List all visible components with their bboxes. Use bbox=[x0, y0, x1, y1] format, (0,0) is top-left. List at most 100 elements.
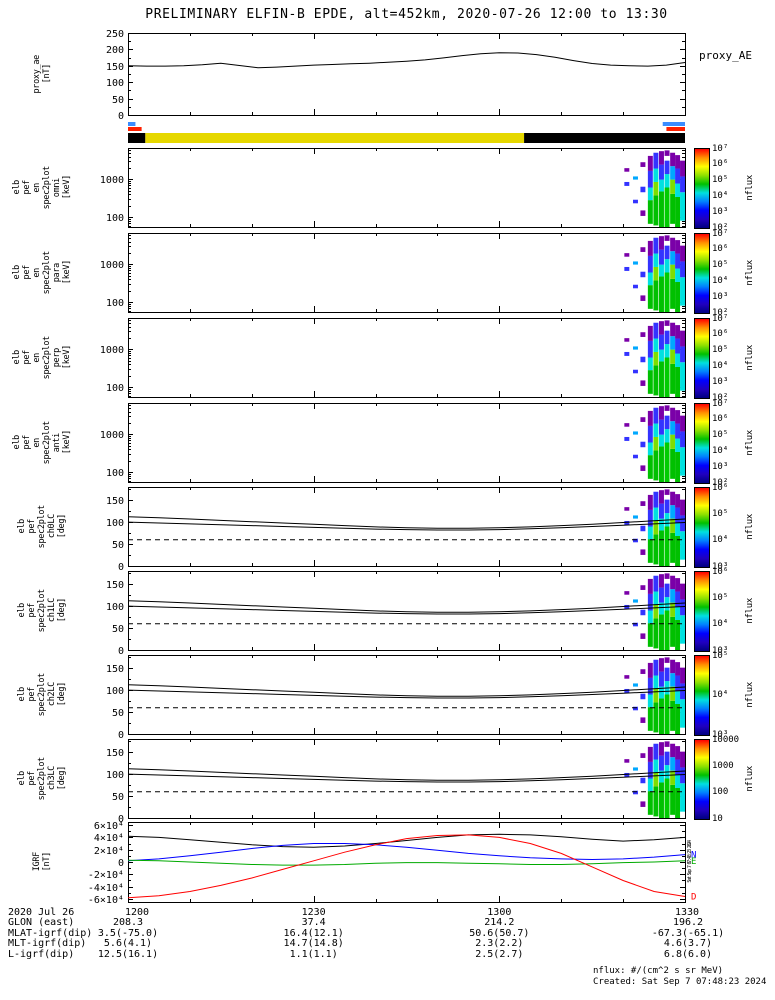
series-loss-cone-line bbox=[127, 684, 686, 697]
spectrogram-data bbox=[680, 330, 685, 347]
spectrogram-data bbox=[647, 746, 653, 762]
spectrogram-data bbox=[659, 602, 664, 615]
spectrogram-data bbox=[640, 609, 646, 616]
spectrogram-data bbox=[624, 520, 630, 525]
spectrogram-data bbox=[659, 671, 664, 687]
spectrogram-data bbox=[659, 518, 664, 531]
spectrogram-data bbox=[670, 363, 676, 394]
spectrogram-data bbox=[640, 332, 646, 337]
y-tick-label: 50 bbox=[112, 95, 124, 106]
spectrogram-data bbox=[664, 741, 670, 747]
spectrogram-data bbox=[675, 438, 681, 452]
ephemeris-value: 12.5(16.1) bbox=[97, 948, 159, 960]
y-tick-label: 100 bbox=[106, 78, 124, 89]
y-tick-label: -2×10⁴ bbox=[88, 870, 124, 881]
side-created-timestamp: Sat Sep 7 07:48:23 2024 bbox=[686, 822, 694, 902]
nflux-units-note: nflux: #/(cm^2 s sr MeV) bbox=[593, 966, 724, 976]
spectrogram-data bbox=[640, 441, 646, 448]
colorbar-title-ch3LC: nflux bbox=[744, 739, 756, 818]
spectrogram-data bbox=[680, 447, 685, 476]
spectrogram-data bbox=[664, 429, 670, 443]
spectrogram-data bbox=[675, 494, 681, 508]
spectrogram-data bbox=[653, 168, 659, 182]
spectrogram-data bbox=[659, 742, 664, 756]
panel-frame-ch1LC bbox=[128, 571, 686, 651]
colorbar-title-ch0LC: nflux bbox=[744, 487, 756, 566]
colorbar-en_omni bbox=[694, 148, 710, 229]
side-created-timestamp-text: Sat Sep 7 07:48:23 2024 bbox=[687, 841, 693, 883]
spectrogram-data bbox=[675, 268, 681, 282]
spectrogram-data bbox=[664, 357, 670, 397]
y-axis-label-line: pef bbox=[22, 435, 32, 450]
spectrogram-data bbox=[680, 261, 685, 278]
colorbar-tick-label: 10⁴ bbox=[712, 690, 729, 700]
spectrogram-data bbox=[680, 515, 685, 532]
y-axis-label-line: pef bbox=[27, 519, 37, 534]
y-axis-label-line: proxy_ae bbox=[32, 54, 42, 94]
spectrogram-data bbox=[659, 490, 664, 504]
spectrogram-data bbox=[675, 787, 681, 818]
spectrogram-data bbox=[680, 767, 685, 784]
spectrogram-data bbox=[664, 272, 670, 312]
y-tick-label: 100 bbox=[106, 518, 124, 529]
spectrogram-data bbox=[680, 431, 685, 448]
spectrogram-data bbox=[640, 525, 646, 532]
spectrogram-data bbox=[624, 759, 630, 763]
y-axis-label-line: pef bbox=[27, 603, 37, 618]
colorbar-ch0LC bbox=[694, 487, 710, 568]
spectrogram-data bbox=[670, 336, 676, 350]
right-label-proxy_ae: proxy_AE bbox=[699, 49, 752, 62]
spectrogram-data bbox=[653, 266, 659, 281]
spectrogram-data bbox=[659, 587, 664, 603]
spectrogram-data bbox=[675, 410, 681, 424]
y-tick-label: 1000 bbox=[100, 430, 124, 441]
spectrogram-data bbox=[640, 380, 646, 386]
spectrogram-data bbox=[670, 434, 676, 449]
y-axis-label-line: para bbox=[52, 262, 62, 283]
y-axis-label-line: pef bbox=[22, 350, 32, 365]
x-tick-label: 1330 bbox=[674, 907, 700, 918]
y-axis-label-line: elb bbox=[17, 687, 27, 702]
spectrogram-data bbox=[633, 622, 638, 627]
spectrogram-data bbox=[675, 451, 681, 482]
spectrogram-data bbox=[675, 423, 681, 439]
spectrogram-data bbox=[659, 446, 664, 482]
y-tick-label: 150 bbox=[106, 580, 124, 591]
series-b-north-line bbox=[127, 843, 686, 862]
spectrogram-data bbox=[647, 325, 653, 341]
colorbar-tick-label: 10⁴ bbox=[712, 360, 729, 371]
colorbar-tick-label: 10⁷ bbox=[712, 143, 729, 154]
spectrogram-data bbox=[675, 281, 681, 312]
spectrogram-data bbox=[659, 770, 664, 783]
spectrogram-data bbox=[664, 751, 670, 766]
spectrogram-data bbox=[633, 706, 638, 711]
spectrogram-data bbox=[670, 770, 676, 785]
spectrogram-data bbox=[675, 690, 681, 704]
spectrogram-data bbox=[647, 539, 653, 563]
ephemeris-value: 4.6(3.7) bbox=[663, 938, 713, 949]
series-b-total-line bbox=[127, 833, 686, 848]
spectrogram-data bbox=[653, 604, 659, 619]
colorbar-tick-label: 10⁴ bbox=[712, 619, 729, 630]
ephemeris-value: 37.4 bbox=[301, 917, 326, 928]
spectrogram-data bbox=[624, 338, 630, 342]
ephemeris-value: 6.8(6.0) bbox=[663, 948, 713, 960]
fast-marker-segment bbox=[128, 122, 136, 126]
spectrogram-data bbox=[670, 421, 676, 435]
spectrogram-data bbox=[664, 573, 670, 579]
y-axis-label-line: en bbox=[32, 352, 42, 363]
colorbar-tick-label: 100 bbox=[712, 787, 729, 798]
y-axis-label-line: ch2LC bbox=[47, 682, 57, 707]
y-tick-label: 0 bbox=[118, 858, 124, 869]
spectrogram-data bbox=[680, 245, 685, 262]
spectrogram-data bbox=[640, 501, 646, 506]
spectrogram-data bbox=[624, 266, 630, 271]
colorbar-tick-label: 10² bbox=[712, 477, 729, 488]
y-tick-label: 50 bbox=[112, 792, 124, 803]
ephemeris-row-label: MLT-igrf(dip) bbox=[8, 938, 87, 949]
spectrogram-data bbox=[633, 176, 638, 180]
y-axis-label-line: anti bbox=[52, 432, 62, 453]
spectrogram-data bbox=[680, 667, 685, 684]
spectrogram-data bbox=[664, 583, 670, 598]
spectrogram-data bbox=[664, 694, 670, 734]
